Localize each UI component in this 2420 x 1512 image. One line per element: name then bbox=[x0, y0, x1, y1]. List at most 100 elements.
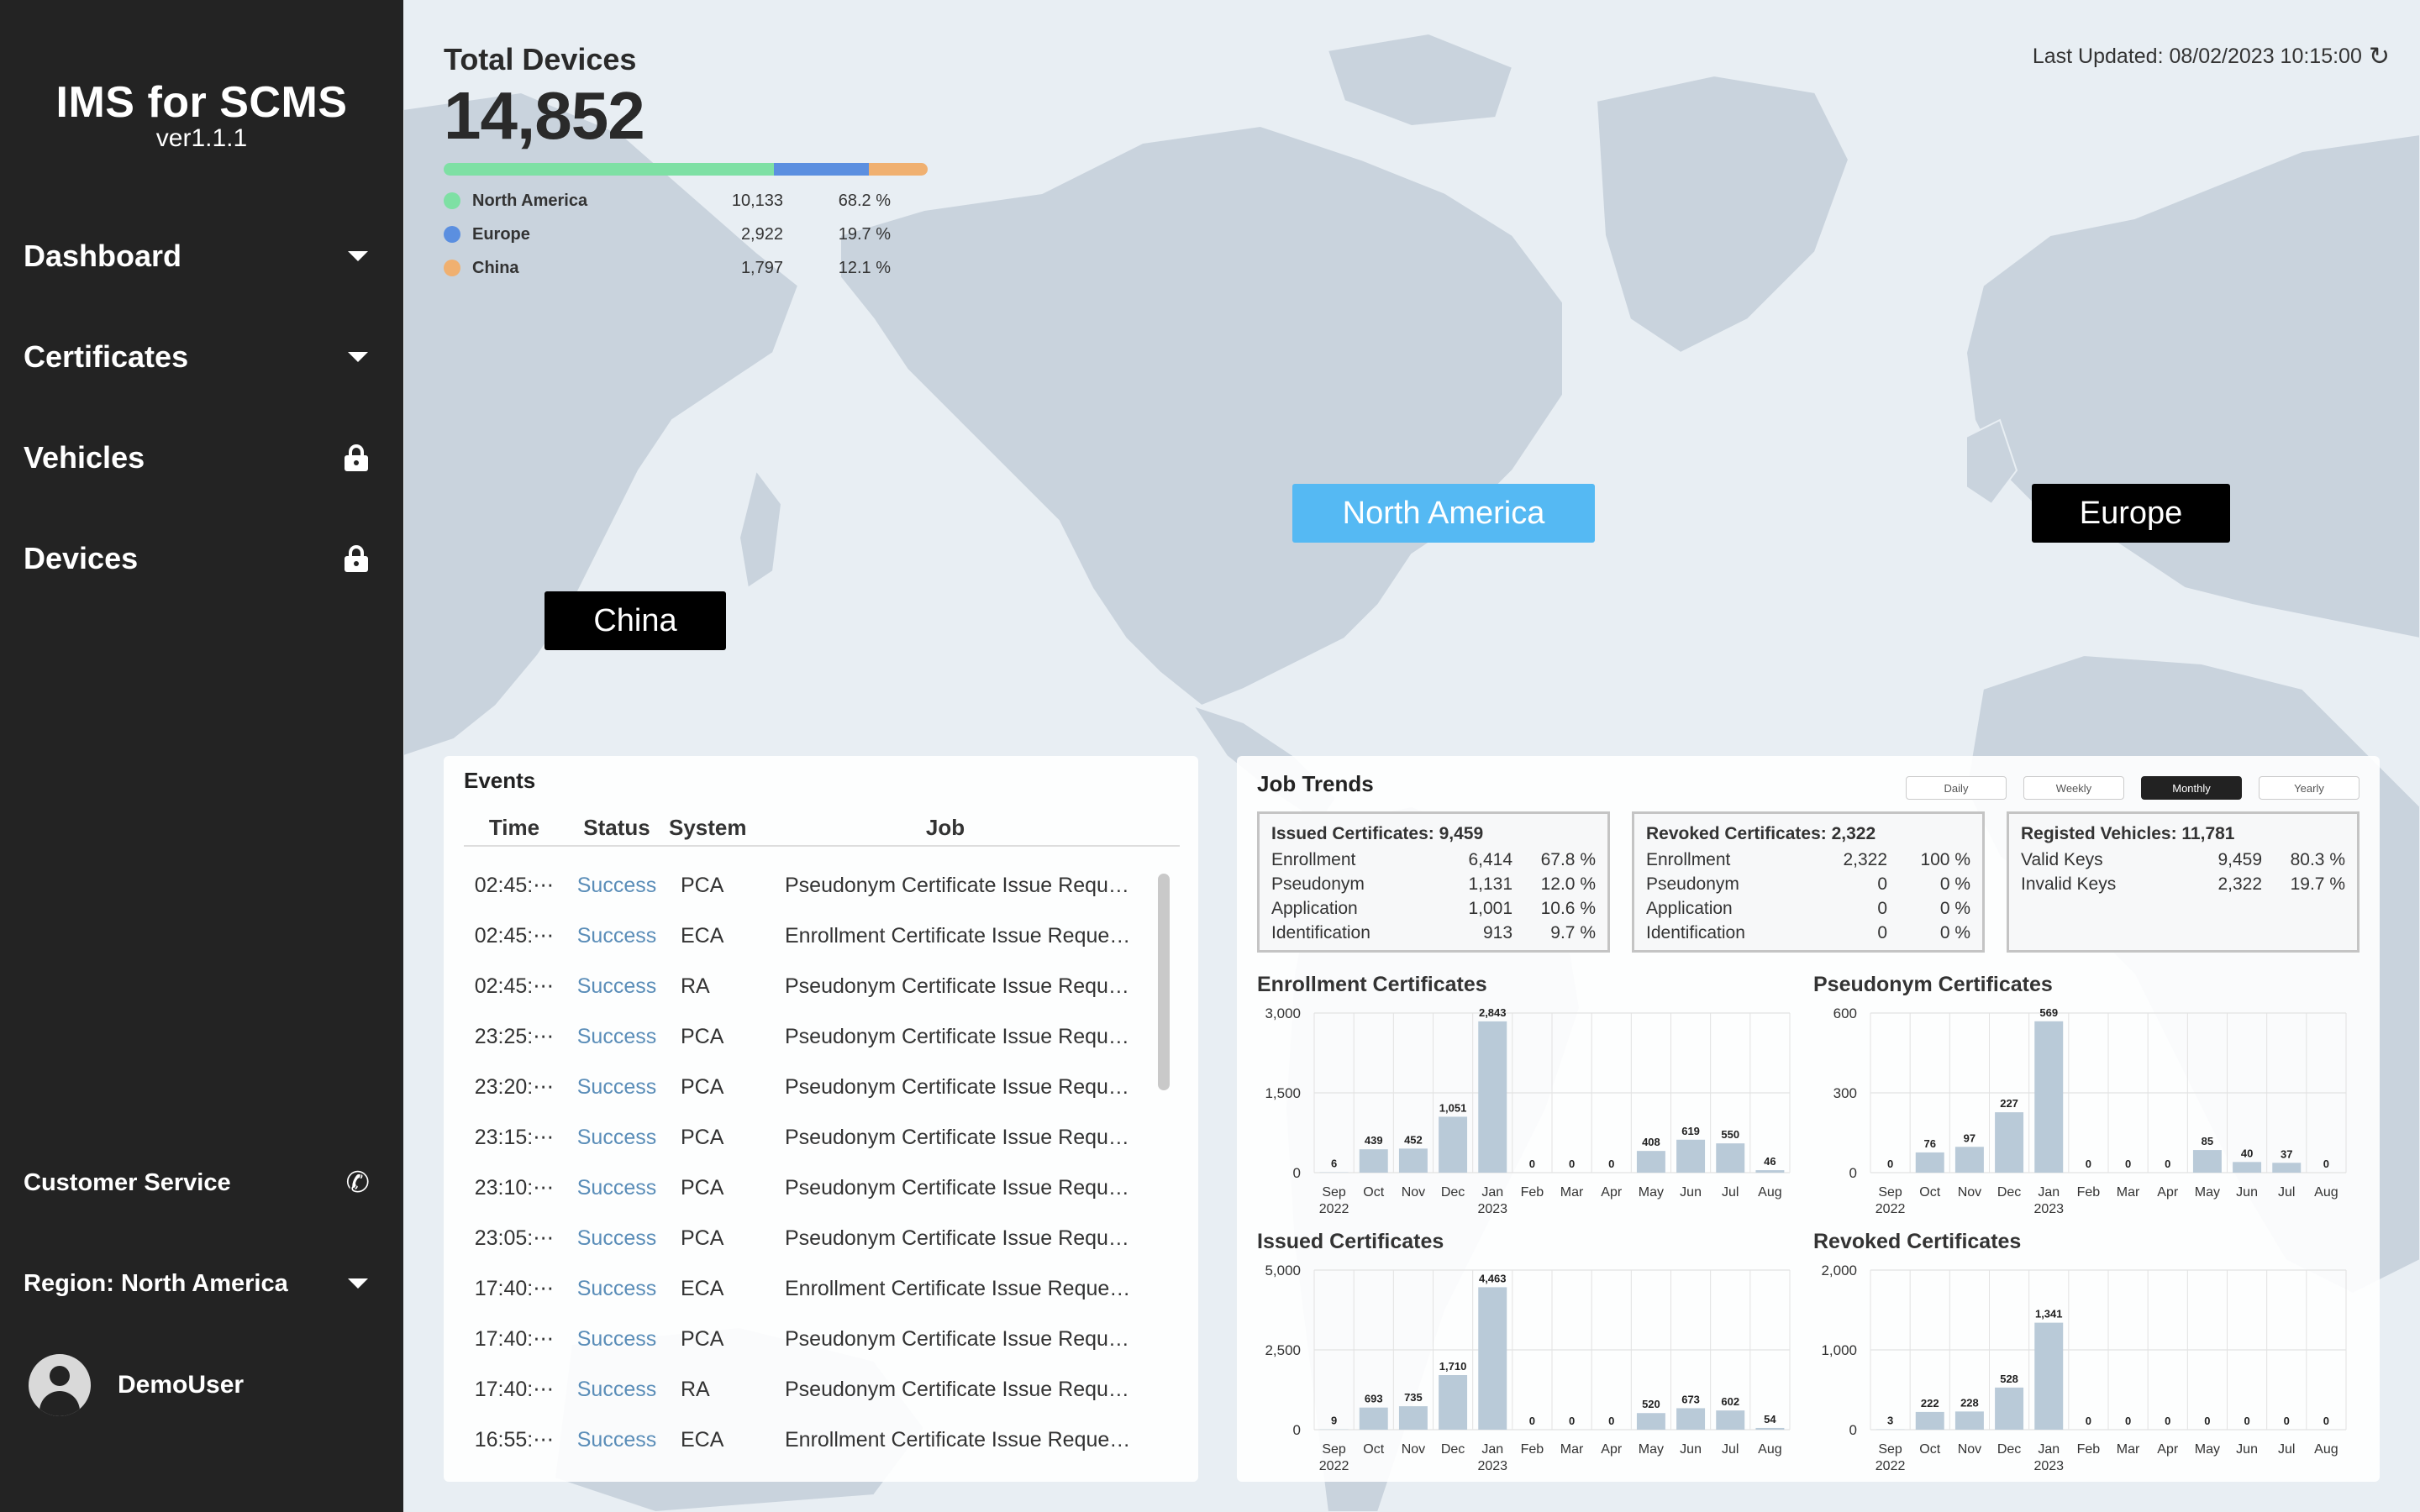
chart-bar[interactable] bbox=[1398, 1148, 1428, 1173]
chart-bar[interactable] bbox=[1755, 1427, 1785, 1430]
chart-year-label: 2023 bbox=[2033, 1459, 2064, 1473]
event-time: 02:45:⋯ bbox=[474, 874, 555, 897]
chart-x-tick-label: Jun bbox=[2236, 1185, 2258, 1200]
map-label-europe[interactable]: Europe bbox=[2032, 484, 2230, 543]
chart-x-tick-label: Feb bbox=[1521, 1442, 1544, 1457]
chart-bar[interactable] bbox=[2233, 1162, 2262, 1173]
chart-bar[interactable] bbox=[1478, 1287, 1507, 1430]
chart-bar[interactable] bbox=[1676, 1408, 1706, 1430]
map-label-north-america[interactable]: North America bbox=[1292, 484, 1595, 543]
chart-value-label: 693 bbox=[1365, 1393, 1383, 1405]
chart-value-label: 520 bbox=[1642, 1398, 1660, 1410]
region-count: 2,922 bbox=[740, 224, 783, 244]
chart-bar[interactable] bbox=[1995, 1387, 2024, 1430]
event-row[interactable]: 17:40:⋯ Success RA Pseudonym Certificate Is… bbox=[464, 1364, 1163, 1415]
chart-bar[interactable] bbox=[1716, 1410, 1745, 1430]
region-name: China bbox=[472, 258, 519, 277]
chart-x-tick-label: Nov bbox=[1402, 1185, 1425, 1200]
summary-row-value: 0 bbox=[1877, 922, 1888, 942]
summary-row-value: 2,322 bbox=[2217, 874, 2263, 894]
event-row[interactable]: 17:40:⋯ Success ECA Enrollment Certificate … bbox=[464, 1263, 1163, 1314]
chart-value-label: 85 bbox=[2202, 1135, 2213, 1147]
nav-vehicles[interactable]: Vehicles bbox=[24, 428, 380, 487]
summary-row-pct: 100 % bbox=[1920, 849, 1970, 869]
chart-y-tick-label: 300 bbox=[1833, 1085, 1857, 1101]
chart-bar[interactable] bbox=[2192, 1150, 2222, 1173]
event-row[interactable]: 02:45:⋯ Success RA Pseudonym Certificate Is… bbox=[464, 961, 1163, 1011]
col-time-header[interactable]: Time bbox=[488, 815, 540, 840]
event-row[interactable]: 23:10:⋯ Success PCA Pseudonym Certificate I… bbox=[464, 1163, 1163, 1213]
period-tab-daily[interactable]: Daily bbox=[1906, 776, 2007, 800]
map-label-china[interactable]: China bbox=[544, 591, 726, 650]
customer-service-button[interactable]: Customer Service ✆ bbox=[24, 1158, 380, 1208]
chart-value-label: 0 bbox=[2086, 1158, 2091, 1170]
chart-bar[interactable] bbox=[2272, 1163, 2302, 1173]
chart-y-tick-label: 5,000 bbox=[1265, 1263, 1301, 1278]
chart-bar[interactable] bbox=[1954, 1411, 1984, 1430]
chart-bar[interactable] bbox=[1359, 1407, 1388, 1430]
caret-down-icon bbox=[348, 352, 368, 362]
summary-row-value: 913 bbox=[1482, 922, 1513, 942]
event-row[interactable]: 02:45:⋯ Success PCA Pseudonym Certificate I… bbox=[464, 860, 1163, 911]
summary-row-name: Pseudonym bbox=[1271, 874, 1365, 894]
chart-x-tick-label: Dec bbox=[1441, 1442, 1465, 1457]
event-row[interactable]: 23:15:⋯ Success PCA Pseudonym Certificate I… bbox=[464, 1112, 1163, 1163]
chart-bar[interactable] bbox=[2034, 1322, 2064, 1430]
app-version: ver1.1.1 bbox=[155, 124, 248, 152]
nav-certificates[interactable]: Certificates bbox=[24, 328, 380, 386]
chart-bar[interactable] bbox=[1359, 1149, 1388, 1173]
period-tab-monthly[interactable]: Monthly bbox=[2141, 776, 2242, 800]
event-system: PCA bbox=[681, 1024, 724, 1048]
chart-bar[interactable] bbox=[1439, 1116, 1468, 1173]
chart-bar[interactable] bbox=[1398, 1406, 1428, 1430]
col-status-header[interactable]: Status bbox=[583, 815, 650, 840]
summary-row: Valid Keys 9,459 80.3 % bbox=[2021, 848, 2345, 872]
chart-bar[interactable] bbox=[1478, 1021, 1507, 1173]
nav-dashboard[interactable]: Dashboard bbox=[24, 227, 380, 286]
event-status: Success bbox=[576, 1024, 657, 1048]
chart-bar[interactable] bbox=[1439, 1375, 1468, 1430]
chart-bar[interactable] bbox=[1915, 1411, 1944, 1430]
summary-row-name: Application bbox=[1646, 898, 1733, 918]
chart-y-tick-label: 0 bbox=[1293, 1422, 1301, 1438]
nav-devices[interactable]: Devices bbox=[24, 529, 380, 588]
total-devices-card: Total Devices 14,852 North America 10,133… bbox=[444, 42, 931, 285]
event-row[interactable]: 17:40:⋯ Success PCA Pseudonym Certificate I… bbox=[464, 1314, 1163, 1364]
events-panel: Events Time Status System Job 02:45:⋯ Suc… bbox=[444, 756, 1198, 1482]
summary-row: Pseudonym 0 0 % bbox=[1646, 872, 1970, 896]
event-row[interactable]: 16:55:⋯ Success ECA Enrollment Certificate … bbox=[464, 1415, 1163, 1465]
summary-row-pct: 67.8 % bbox=[1540, 849, 1596, 869]
user-profile[interactable]: DemoUser bbox=[29, 1354, 244, 1416]
event-row[interactable]: 23:25:⋯ Success PCA Pseudonym Certificate I… bbox=[464, 1011, 1163, 1062]
refresh-icon[interactable]: ↻ bbox=[2368, 43, 2390, 71]
chart-bar[interactable] bbox=[1676, 1139, 1706, 1173]
event-system: RA bbox=[681, 1377, 710, 1401]
events-scrollbar[interactable] bbox=[1158, 874, 1170, 1090]
chart-bar[interactable] bbox=[1755, 1170, 1785, 1173]
chart-value-label: 0 bbox=[2204, 1415, 2210, 1427]
period-tab-weekly[interactable]: Weekly bbox=[2023, 776, 2124, 800]
chart-bar[interactable] bbox=[1716, 1143, 1745, 1173]
event-row[interactable]: 23:05:⋯ Success PCA Pseudonym Certificate I… bbox=[464, 1213, 1163, 1263]
chart-bar[interactable] bbox=[1954, 1147, 1984, 1173]
event-time: 23:15:⋯ bbox=[474, 1126, 555, 1149]
region-selector[interactable]: Region: North America bbox=[24, 1258, 380, 1309]
event-time: 23:05:⋯ bbox=[474, 1226, 555, 1250]
chart-x-tick-label: Sep bbox=[1322, 1442, 1346, 1457]
summary-row-name: Valid Keys bbox=[2021, 849, 2103, 869]
period-tab-yearly[interactable]: Yearly bbox=[2259, 776, 2360, 800]
chart-bar[interactable] bbox=[2034, 1021, 2064, 1173]
event-row[interactable]: 23:20:⋯ Success PCA Pseudonym Certificate I… bbox=[464, 1062, 1163, 1112]
chart-bar[interactable] bbox=[1636, 1413, 1665, 1430]
chart-bar[interactable] bbox=[1915, 1152, 1944, 1173]
chart-bar[interactable] bbox=[1636, 1151, 1665, 1173]
chart-x-tick-label: Jan bbox=[1481, 1185, 1503, 1200]
col-job-header[interactable]: Job bbox=[925, 815, 965, 840]
col-system-header[interactable]: System bbox=[669, 815, 747, 840]
region-share-segment bbox=[444, 163, 774, 176]
event-job: Enrollment Certificate Issue Reques⋯ bbox=[785, 924, 1138, 948]
chart-value-label: 1,341 bbox=[2035, 1308, 2063, 1320]
event-row[interactable]: 02:45:⋯ Success ECA Enrollment Certificate … bbox=[464, 911, 1163, 961]
chart-bar[interactable] bbox=[1995, 1112, 2024, 1173]
event-system: RA bbox=[681, 974, 710, 998]
